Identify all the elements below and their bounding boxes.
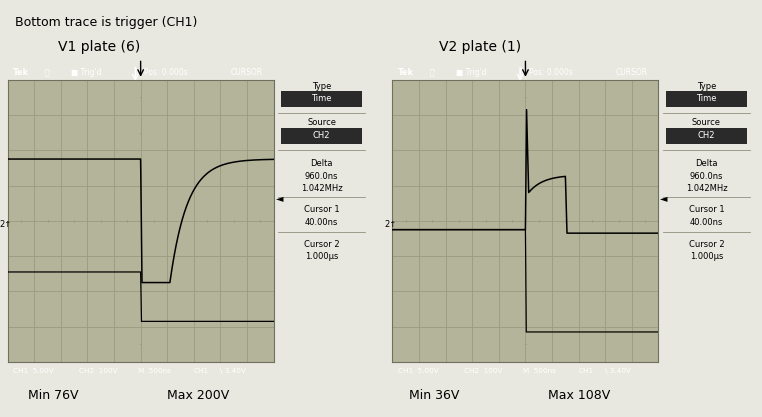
Text: ■ Trig'd: ■ Trig'd [72,68,102,78]
Bar [666,91,747,107]
Text: Source: Source [692,118,721,127]
Text: 1.000μs: 1.000μs [690,252,723,261]
Text: \ 3.40V: \ 3.40V [605,368,631,374]
Text: Tek: Tek [13,68,29,77]
Text: CH1: CH1 [194,368,209,374]
Text: CH2  100V: CH2 100V [79,368,118,374]
Bar [281,128,362,144]
Text: Cursor 1: Cursor 1 [689,205,724,214]
Text: Delta: Delta [695,159,718,168]
Text: CURSOR: CURSOR [231,68,263,77]
Text: ■ Trig'd: ■ Trig'd [456,68,487,78]
Text: Delta: Delta [310,159,333,168]
Text: \ 3.40V: \ 3.40V [220,368,246,374]
Bar [666,128,747,144]
Text: 1.042MHz: 1.042MHz [301,184,342,193]
Text: CH2  100V: CH2 100V [464,368,503,374]
Text: 40.00ns: 40.00ns [305,218,338,226]
Text: CH2: CH2 [698,131,716,140]
Text: 2↑: 2↑ [385,220,397,229]
Text: CH1  5.00V: CH1 5.00V [398,368,438,374]
Text: Cursor 1: Cursor 1 [304,205,339,214]
Text: ◄: ◄ [661,193,668,203]
Text: M Pos: 0.000s: M Pos: 0.000s [136,68,188,77]
Text: Bottom trace is trigger (CH1): Bottom trace is trigger (CH1) [15,16,197,29]
Text: M  500ns: M 500ns [138,368,171,374]
Text: Max 108V: Max 108V [548,389,610,402]
Text: ⍿ⁱ: ⍿ⁱ [430,68,436,77]
Text: V1 plate (6): V1 plate (6) [59,40,141,54]
Text: 1.000μs: 1.000μs [305,252,338,261]
Text: Tek: Tek [398,68,414,77]
Text: Type: Type [312,82,331,91]
Text: V2 plate (1): V2 plate (1) [440,40,521,54]
Text: M  500ns: M 500ns [523,368,555,374]
Text: 1.042MHz: 1.042MHz [686,184,727,193]
Text: CURSOR: CURSOR [616,68,648,77]
Text: Time: Time [696,94,717,103]
Text: 40.00ns: 40.00ns [690,218,723,226]
Text: Cursor 2: Cursor 2 [689,240,724,249]
Text: Source: Source [307,118,336,127]
Text: Max 200V: Max 200V [167,389,229,402]
Text: CH1  5.00V: CH1 5.00V [13,368,53,374]
Text: M Pos: 0.000s: M Pos: 0.000s [520,68,573,77]
Text: Type: Type [696,82,716,91]
Text: Cursor 2: Cursor 2 [304,240,339,249]
Text: CH1: CH1 [578,368,594,374]
Text: 960.0ns: 960.0ns [690,172,723,181]
Text: ◄: ◄ [276,193,283,203]
Bar [281,91,362,107]
Text: Min 36V: Min 36V [409,389,459,402]
Text: Time: Time [312,94,332,103]
Text: ⍿ⁱ: ⍿ⁱ [45,68,51,77]
Text: CH2: CH2 [313,131,331,140]
Text: 960.0ns: 960.0ns [305,172,338,181]
Text: Min 76V: Min 76V [28,389,78,402]
Text: 2↑: 2↑ [0,220,12,229]
